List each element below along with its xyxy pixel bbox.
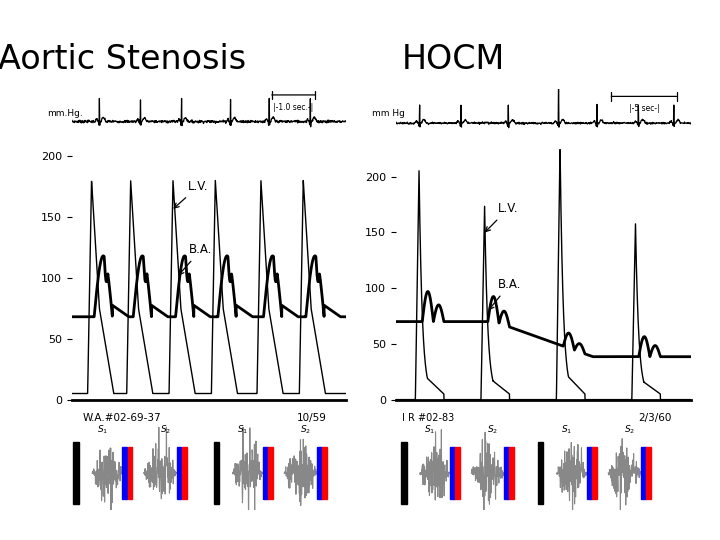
Bar [176, 447, 181, 500]
Bar [323, 447, 327, 500]
Bar [268, 447, 273, 500]
Text: $S_1$: $S_1$ [561, 423, 572, 436]
Text: |-5 sec-|: |-5 sec-| [629, 104, 660, 113]
Text: 10/59: 10/59 [297, 413, 326, 423]
Text: 2/3/60: 2/3/60 [638, 413, 672, 423]
Bar [587, 447, 592, 500]
Text: $S_1$: $S_1$ [424, 423, 436, 436]
Bar [647, 447, 651, 500]
Text: B.A.: B.A. [489, 278, 521, 309]
Text: L.V.: L.V. [485, 202, 518, 232]
Bar [592, 447, 597, 500]
Text: L.V.: L.V. [174, 180, 209, 208]
Text: mm Hg: mm Hg [372, 109, 405, 118]
Text: |-1.0 sec.-|: |-1.0 sec.-| [274, 103, 314, 112]
Bar [263, 447, 268, 500]
Text: HOCM: HOCM [402, 43, 505, 76]
Bar [510, 447, 514, 500]
Text: B.A.: B.A. [179, 244, 212, 275]
Bar [317, 447, 322, 500]
Text: I R #02-83: I R #02-83 [402, 413, 454, 423]
Bar [401, 442, 407, 504]
Bar [122, 447, 127, 500]
Text: mm.Hg.: mm.Hg. [48, 109, 83, 118]
Bar [455, 447, 460, 500]
Bar [73, 442, 79, 504]
Text: $S_2$: $S_2$ [160, 423, 171, 436]
Text: Aortic Stenosis: Aortic Stenosis [0, 43, 246, 76]
Text: $S_2$: $S_2$ [300, 423, 311, 436]
Text: $S_1$: $S_1$ [96, 423, 108, 436]
Text: W.A.#02-69-37: W.A.#02-69-37 [83, 413, 161, 423]
Bar [182, 447, 186, 500]
Bar [504, 447, 509, 500]
Text: $S_1$: $S_1$ [237, 423, 248, 436]
Text: $S_2$: $S_2$ [487, 423, 498, 436]
Bar [450, 447, 455, 500]
Bar [538, 442, 544, 504]
Bar [214, 442, 220, 504]
Text: $S_2$: $S_2$ [624, 423, 635, 436]
Bar [641, 447, 646, 500]
Bar [127, 447, 132, 500]
